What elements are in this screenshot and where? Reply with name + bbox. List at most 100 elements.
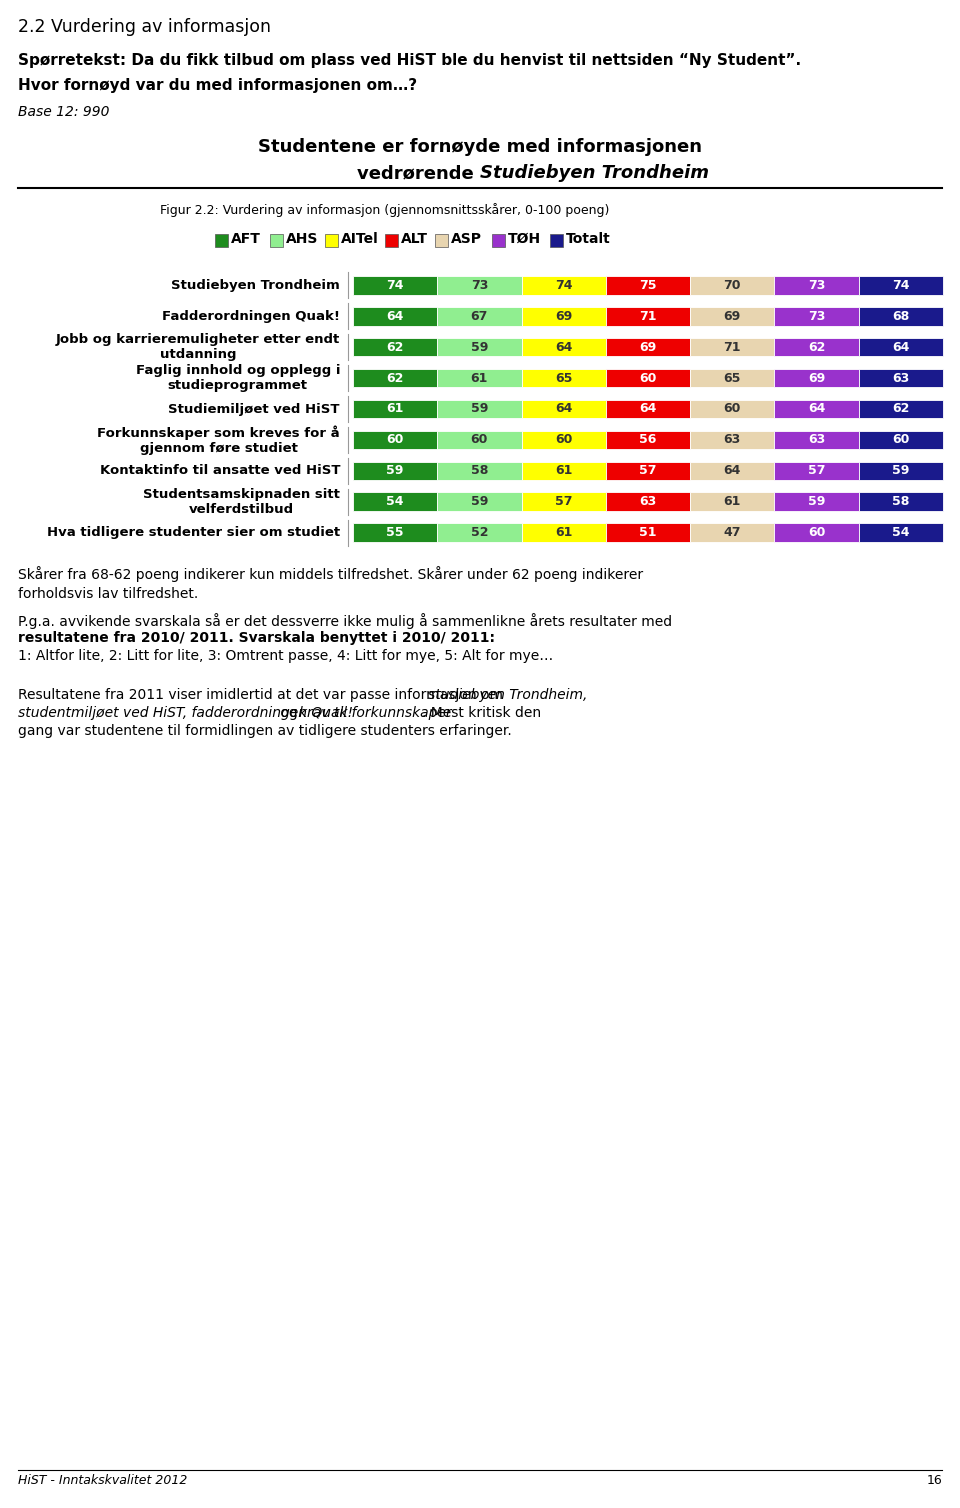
Bar	[690, 308, 775, 326]
Text: Totalt: Totalt	[566, 232, 611, 246]
Text: Hvor fornøyd var du med informasjonen om…?: Hvor fornøyd var du med informasjonen om…	[18, 78, 418, 93]
Text: 59: 59	[470, 495, 488, 508]
Bar	[353, 461, 438, 480]
Bar	[521, 276, 606, 294]
Text: Skårer fra 68-62 poeng indikerer kun middels tilfredshet. Skårer under 62 poeng : Skårer fra 68-62 poeng indikerer kun mid…	[18, 566, 643, 602]
Bar	[775, 369, 858, 388]
Text: 55: 55	[386, 526, 404, 538]
Bar	[521, 493, 606, 511]
Text: 61: 61	[387, 403, 404, 416]
Bar	[690, 431, 775, 449]
Bar	[690, 276, 775, 294]
Bar	[521, 308, 606, 326]
Text: 64: 64	[387, 309, 404, 323]
Bar	[606, 276, 690, 294]
Bar	[325, 234, 338, 246]
Text: 69: 69	[808, 371, 826, 385]
Bar	[353, 308, 438, 326]
Text: Fadderordningen Quak!: Fadderordningen Quak!	[162, 309, 340, 323]
Text: Base 12: 990: Base 12: 990	[18, 106, 109, 119]
Bar	[353, 493, 438, 511]
Bar	[215, 234, 228, 246]
Text: 65: 65	[724, 371, 741, 385]
Text: 70: 70	[724, 279, 741, 293]
Bar	[521, 523, 606, 541]
Text: 1: Altfor lite, 2: Litt for lite, 3: Omtrent passe, 4: Litt for mye, 5: Alt for : 1: Altfor lite, 2: Litt for lite, 3: Omt…	[18, 648, 553, 664]
Text: 16: 16	[926, 1473, 942, 1487]
Bar	[690, 523, 775, 541]
Text: 61: 61	[724, 495, 741, 508]
Bar	[606, 308, 690, 326]
Text: Studiebyen Trondheim: Studiebyen Trondheim	[171, 279, 340, 293]
Text: 64: 64	[639, 403, 657, 416]
Bar	[606, 461, 690, 480]
Text: 57: 57	[807, 464, 826, 477]
Text: gang var studentene til formidlingen av tidligere studenters erfaringer.: gang var studentene til formidlingen av …	[18, 724, 512, 737]
Text: 60: 60	[555, 433, 572, 446]
Text: 74: 74	[892, 279, 910, 293]
Bar	[858, 369, 943, 388]
Text: 47: 47	[724, 526, 741, 538]
Bar	[606, 400, 690, 418]
Text: 60: 60	[639, 371, 657, 385]
Text: 74: 74	[555, 279, 572, 293]
Text: 73: 73	[808, 279, 826, 293]
Text: Figur 2.2: Vurdering av informasjon (gjennomsnittsskårer, 0-100 poeng): Figur 2.2: Vurdering av informasjon (gje…	[160, 204, 610, 217]
Bar	[690, 338, 775, 356]
Bar	[775, 308, 858, 326]
Bar	[858, 461, 943, 480]
Text: 60: 60	[892, 433, 909, 446]
Text: 71: 71	[639, 309, 657, 323]
Bar	[438, 523, 521, 541]
Text: 63: 63	[892, 371, 909, 385]
Text: 2.2 Vurdering av informasjon: 2.2 Vurdering av informasjon	[18, 18, 271, 36]
Text: 64: 64	[724, 464, 741, 477]
Bar	[521, 369, 606, 388]
Text: 63: 63	[724, 433, 741, 446]
Bar	[521, 461, 606, 480]
Text: Faglig innhold og opplegg i
studieprogrammet: Faglig innhold og opplegg i studieprogra…	[135, 363, 340, 392]
Text: 64: 64	[892, 341, 909, 354]
Text: 64: 64	[808, 403, 826, 416]
Text: 71: 71	[724, 341, 741, 354]
Text: 56: 56	[639, 433, 657, 446]
Text: 62: 62	[808, 341, 826, 354]
Text: 65: 65	[555, 371, 572, 385]
Text: 59: 59	[808, 495, 826, 508]
Text: 62: 62	[387, 341, 404, 354]
Bar	[353, 431, 438, 449]
Text: HiST - Inntakskvalitet 2012: HiST - Inntakskvalitet 2012	[18, 1473, 187, 1487]
Text: krav til forkunnskaper: krav til forkunnskaper	[299, 706, 451, 719]
Text: Studiebyen Trondheim: Studiebyen Trondheim	[480, 164, 709, 182]
Bar	[438, 431, 521, 449]
Bar	[690, 461, 775, 480]
Bar	[606, 369, 690, 388]
Text: 61: 61	[555, 464, 572, 477]
Text: 61: 61	[470, 371, 488, 385]
Text: Kontaktinfo til ansatte ved HiST: Kontaktinfo til ansatte ved HiST	[100, 464, 340, 477]
Text: 63: 63	[808, 433, 826, 446]
Bar	[775, 276, 858, 294]
Text: resultatene fra 2010/ 2011. Svarskala benyttet i 2010/ 2011:: resultatene fra 2010/ 2011. Svarskala be…	[18, 630, 495, 645]
Text: 63: 63	[639, 495, 657, 508]
Bar	[435, 234, 448, 246]
Bar	[353, 338, 438, 356]
Bar	[690, 400, 775, 418]
Bar	[521, 400, 606, 418]
Bar	[550, 234, 563, 246]
Text: 60: 60	[808, 526, 826, 538]
Text: 62: 62	[387, 371, 404, 385]
Bar	[858, 338, 943, 356]
Bar	[858, 308, 943, 326]
Bar	[690, 369, 775, 388]
Text: 61: 61	[555, 526, 572, 538]
Bar	[438, 461, 521, 480]
Text: 73: 73	[470, 279, 488, 293]
Text: 59: 59	[387, 464, 404, 477]
Text: 74: 74	[386, 279, 404, 293]
Text: ASP: ASP	[451, 232, 482, 246]
Text: P.g.a. avvikende svarskala så er det dessverre ikke mulig å sammenlikne årets re: P.g.a. avvikende svarskala så er det des…	[18, 612, 672, 629]
Text: 68: 68	[892, 309, 909, 323]
Text: vedrørende: vedrørende	[357, 164, 480, 182]
Bar	[521, 338, 606, 356]
